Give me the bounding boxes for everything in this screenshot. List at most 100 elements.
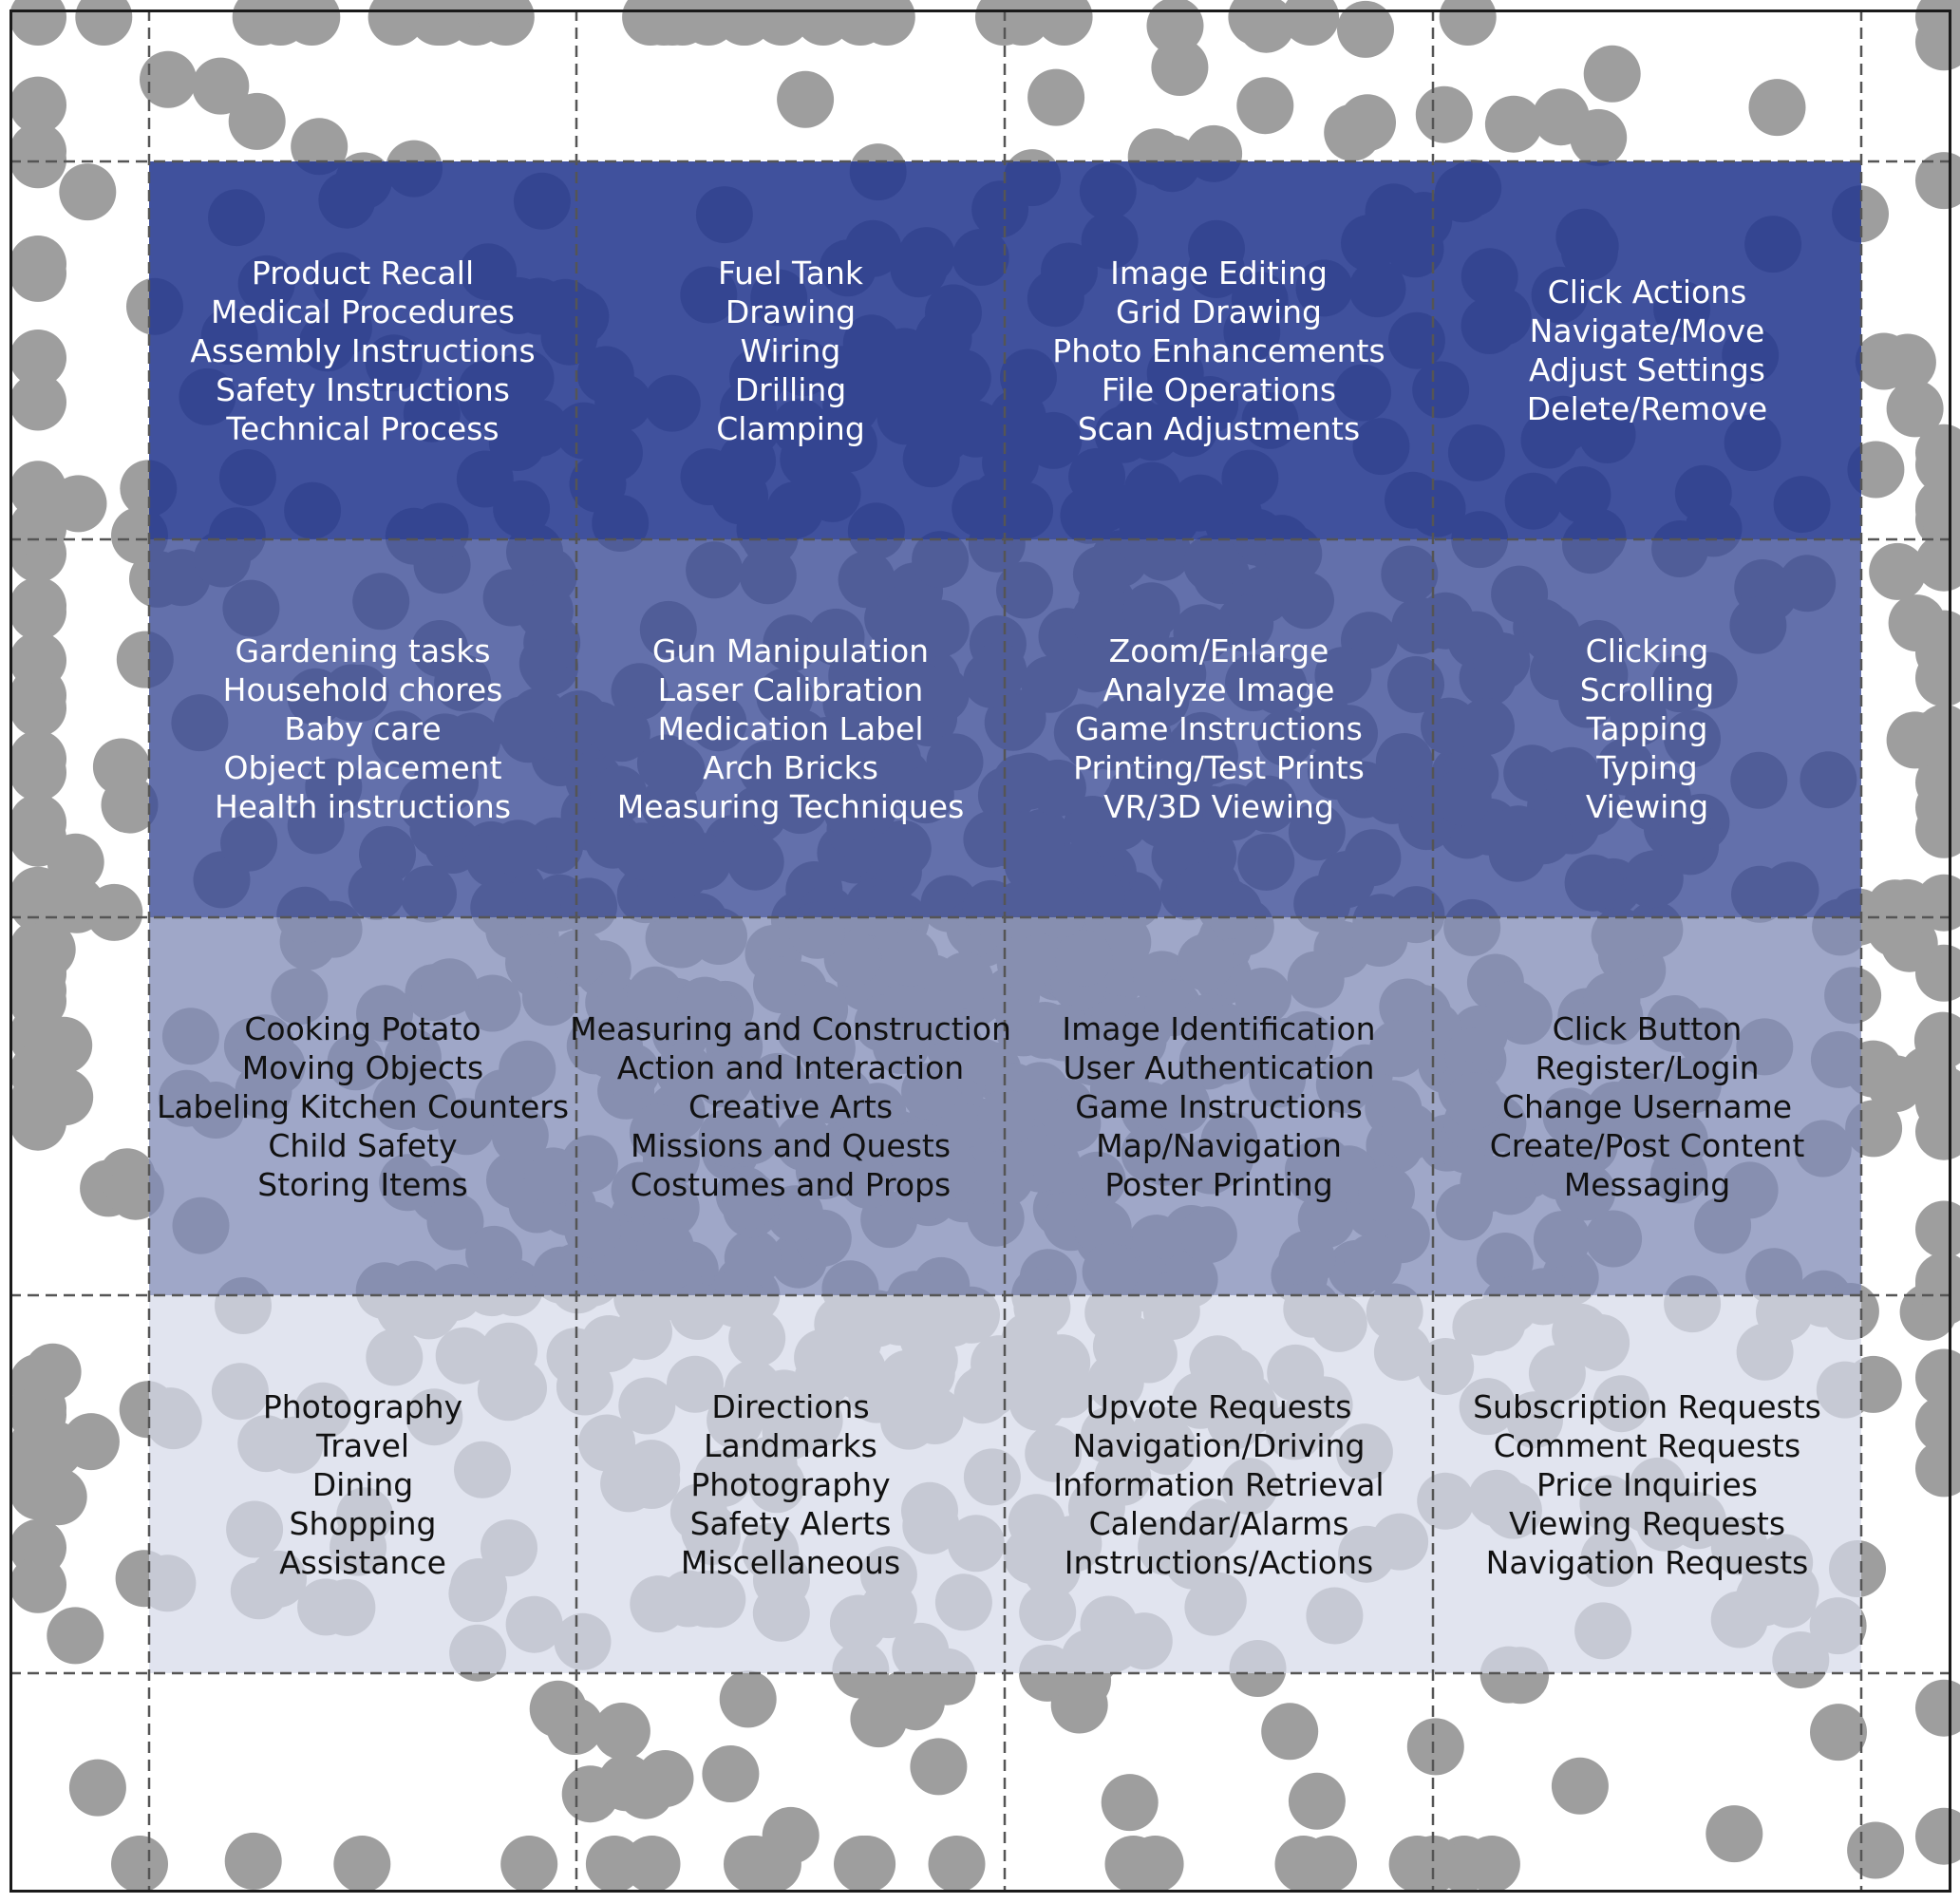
cell-item-label: Click Actions [1547, 273, 1747, 311]
scatter-dot [1126, 1836, 1184, 1893]
cell-item-label: Calendar/Alarms [1088, 1504, 1349, 1542]
scatter-dot [1261, 1703, 1319, 1761]
cell-item-label: Storing Items [257, 1165, 468, 1203]
scatter-dot [1886, 380, 1944, 438]
cell-item-label: Photography [690, 1465, 891, 1503]
cell-item-label: Shopping [289, 1504, 437, 1542]
scatter-dot [834, 1836, 891, 1893]
cell-item-label: Baby care [284, 709, 442, 747]
cell-item-label: Assistance [279, 1543, 446, 1581]
scatter-dot [500, 1836, 558, 1893]
cell-item-label: Typing [1596, 748, 1698, 786]
grid-cell-r2-c1: Gardening tasks Household chores Baby care… [149, 539, 576, 917]
scatter-dot [47, 1607, 104, 1665]
scatter-dot [224, 1832, 282, 1890]
cell-item-label: Landmarks [704, 1426, 877, 1464]
cell-item-label: Photo Enhancements [1052, 331, 1385, 369]
cell-item-label: Labeling Kitchen Counters [156, 1087, 570, 1125]
row-band-2 [149, 539, 1861, 917]
grid-cell-r4-c2: Directions Landmarks Photography Safety Ale… [576, 1295, 1005, 1673]
scatter-dot [1337, 0, 1394, 58]
cell-item-label: Tapping [1586, 709, 1708, 747]
scatter-dot [18, 920, 76, 978]
grid-cell-r1-c3: Image Editing Grid Drawing Photo Enhanceme… [1005, 161, 1433, 539]
cell-item-label: Arch Bricks [703, 748, 878, 786]
scatter-dot [59, 163, 117, 221]
grid-cell-r4-c4: Subscription Requests Comment Requests Pri… [1433, 1295, 1861, 1673]
cell-item-label: Image Editing [1110, 254, 1328, 292]
cell-item-label: Action and Interaction [616, 1048, 965, 1086]
scatter-dot [9, 131, 66, 189]
cell-item-label: Technical Process [226, 409, 499, 447]
cell-item-label: Grid Drawing [1116, 292, 1322, 330]
cell-item-label: Health instructions [214, 787, 512, 825]
cell-item-label: Subscription Requests [1473, 1387, 1821, 1425]
grid-cell-r3-c1: Cooking Potato Moving Objects Labeling Kit… [149, 917, 576, 1295]
scatter-dot [192, 57, 250, 115]
cell-item-label: Gun Manipulation [651, 631, 930, 669]
scatter-dot [850, 1690, 908, 1748]
scatter-dot [1404, 1836, 1462, 1893]
grid-cell-r3-c2: Measuring and Construction Action and Int… [570, 917, 1011, 1295]
cell-item-label: Navigation/Driving [1072, 1426, 1366, 1464]
scatter-dot [702, 1745, 760, 1802]
scatter-dot [9, 631, 66, 689]
row-bands [149, 161, 1861, 1673]
scatter-dot [24, 1343, 82, 1401]
grid-cell-r1-c4: Click Actions Navigate/Move Adjust Setting… [1433, 161, 1861, 539]
scatter-dot [1151, 39, 1209, 96]
cell-item-label: Analyze Image [1102, 670, 1335, 708]
grid-cell-r2-c2: Gun Manipulation Laser Calibration Medicat… [576, 539, 1005, 917]
scatter-dot [1439, 0, 1497, 46]
cell-item-label: Costumes and Props [630, 1165, 952, 1203]
cell-item-label: Viewing Requests [1508, 1504, 1786, 1542]
cell-item-label: Game Instructions [1075, 709, 1363, 747]
cell-item-label: Household chores [222, 670, 503, 708]
scatter-dot [1915, 1679, 1960, 1737]
cell-item-label: Product Recall [251, 254, 475, 292]
scatter-dot [333, 1836, 391, 1893]
scatter-dot [9, 244, 66, 302]
cell-item-label: Safety Alerts [689, 1504, 892, 1542]
cell-item-label: Viewing [1585, 787, 1709, 825]
cell-item-label: Change Username [1501, 1087, 1793, 1125]
cell-item-label: Adjust Settings [1529, 351, 1765, 388]
cell-item-label: Comment Requests [1493, 1426, 1801, 1464]
scatter-dot [1339, 94, 1396, 152]
scatter-dot [593, 1703, 650, 1760]
cell-item-label: Creative Arts [688, 1087, 894, 1125]
cell-item-label: Register/Login [1535, 1048, 1760, 1086]
grid-cell-r4-c1: Photography Travel Dining Shopping Assistanc… [149, 1295, 576, 1673]
cell-item-label: Zoom/Enlarge [1108, 631, 1329, 669]
cell-item-label: Laser Calibration [657, 670, 924, 708]
grid-cell-r2-c3: Zoom/Enlarge Analyze Image Game Instructio… [1005, 539, 1433, 917]
cell-item-label: Scan Adjustments [1077, 409, 1361, 447]
scatter-dot [1915, 1807, 1960, 1865]
scatter-dot [1484, 95, 1542, 153]
scatter-dot [9, 972, 66, 1030]
cell-item-label: Poster Printing [1104, 1165, 1333, 1203]
cell-item-label: VR/3D Viewing [1103, 787, 1334, 825]
cell-item-label: Game Instructions [1075, 1087, 1363, 1125]
cell-item-label: User Authentication [1063, 1048, 1375, 1086]
grid-cell-r3-c3: Image Identification User Authentication G… [1005, 917, 1433, 1295]
cell-item-label: Assembly Instructions [190, 331, 536, 369]
scatter-dot [9, 373, 66, 431]
scatter-dot [9, 1555, 66, 1613]
cell-item-label: Delete/Remove [1526, 390, 1768, 427]
scatter-dot [1810, 1704, 1867, 1762]
cell-item-label: File Operations [1101, 370, 1337, 408]
cell-item-label: Scrolling [1579, 670, 1715, 708]
row-band-1 [149, 161, 1861, 539]
scatter-dot [1300, 1836, 1357, 1893]
cell-item-label: Create/Post Content [1489, 1126, 1805, 1164]
scatter-dot [9, 794, 66, 852]
scatter-dot [1913, 1011, 1960, 1069]
scatter-dot [101, 776, 159, 834]
scatter-dot [228, 92, 286, 150]
cell-item-label: Miscellaneous [680, 1543, 901, 1581]
cell-item-label: Wiring [740, 331, 841, 369]
cell-item-label: Missions and Quests [630, 1126, 952, 1164]
